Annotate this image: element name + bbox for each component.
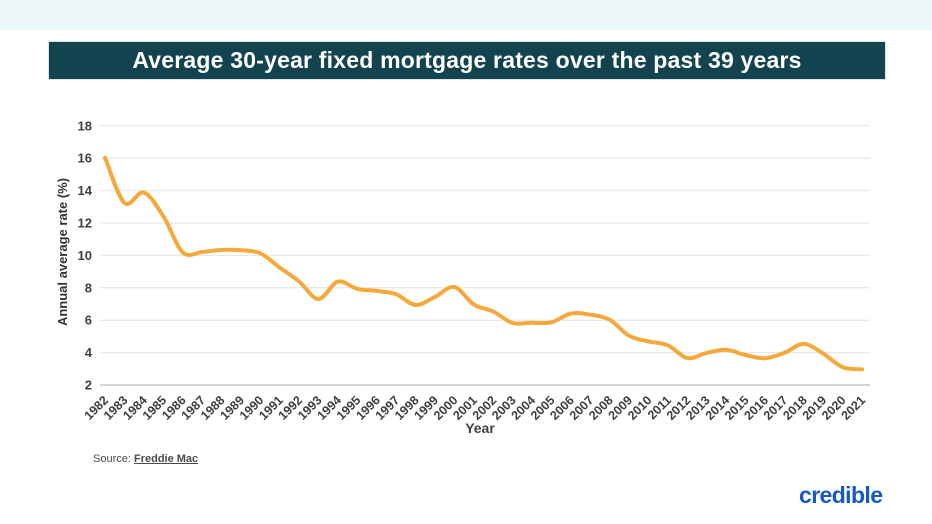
source-line: Source: Freddie Mac — [93, 453, 198, 465]
y-tick-label: 12 — [78, 216, 92, 231]
y-tick-label: 18 — [78, 118, 92, 133]
x-axis-title: Year — [465, 420, 495, 436]
y-tick-label: 2 — [85, 378, 92, 393]
y-axis-title: Annual average rate (%) — [55, 178, 70, 326]
chart-title: Average 30-year fixed mortgage rates ove… — [132, 47, 802, 73]
source-link-freddie-mac[interactable]: Freddie Mac — [133, 453, 199, 465]
chart-title-banner: Average 30-year fixed mortgage rates ove… — [48, 41, 886, 80]
y-tick-label: 8 — [85, 280, 92, 295]
y-tick-label: 6 — [85, 313, 92, 328]
y-tick-label: 4 — [85, 345, 93, 360]
rate-line — [103, 155, 864, 372]
y-tick-label: 16 — [78, 151, 92, 166]
y-tick-label: 14 — [78, 183, 93, 198]
credible-logo: credible — [799, 482, 883, 508]
source-label: Source: — [93, 453, 131, 465]
top-strip — [0, 0, 932, 30]
y-tick-label: 10 — [78, 248, 92, 263]
